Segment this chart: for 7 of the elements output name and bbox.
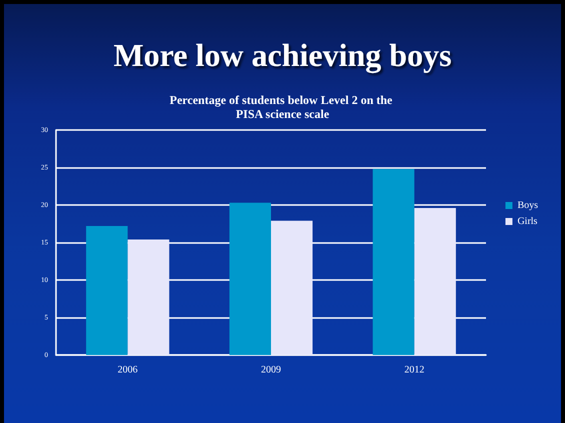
chart-title: More low achieving boys: [113, 37, 452, 74]
legend-label: Boys: [517, 200, 538, 211]
chart-subtitle: Percentage of students below Level 2 on the PISA science scale: [170, 93, 396, 121]
x-tick-label: 2006: [118, 364, 138, 376]
x-tick-label: 2009: [261, 364, 281, 376]
x-tick-label: 2012: [404, 364, 424, 376]
legend-label: Girls: [517, 216, 538, 227]
